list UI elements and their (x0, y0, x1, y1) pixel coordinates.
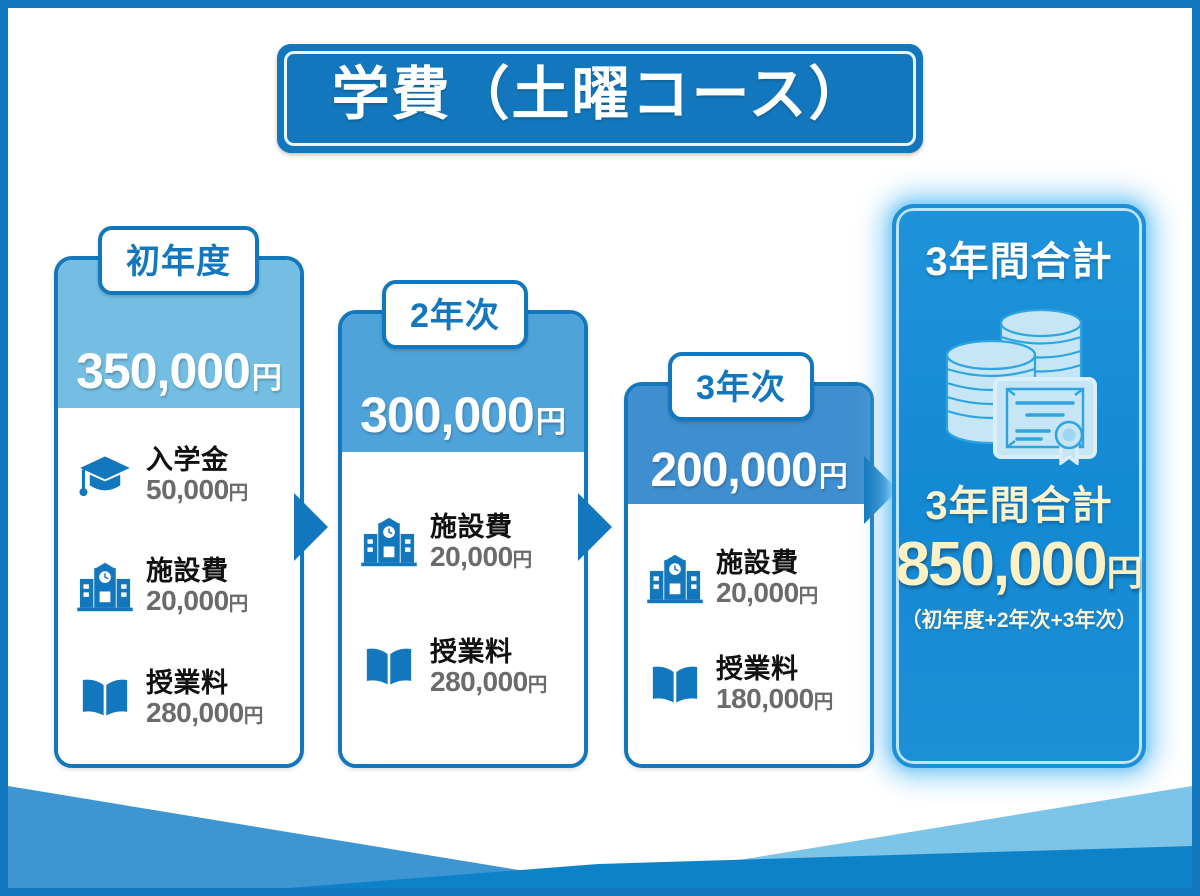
open-book-icon (76, 672, 134, 724)
fee-text: 施設費 20,000円 (430, 511, 532, 572)
card-year2-amount: 300,000 円 (360, 387, 566, 443)
total-amount: 850,000 円 (895, 530, 1143, 599)
title-inner-border: 学費（土曜コース） (284, 51, 916, 146)
fee-text: 施設費 20,000円 (716, 549, 818, 608)
arrow-year2-to-year3 (578, 493, 612, 561)
fee-text: 授業料 280,000円 (146, 667, 263, 728)
card-total-inner: 3年間合計 (896, 208, 1142, 764)
fee-text: 施設費 20,000円 (146, 557, 248, 616)
arrow-year1-to-year2 (294, 493, 328, 561)
cards-row: 初年度 350,000 円 (8, 8, 1192, 888)
total-note: （初年度+2年次+3年次） (900, 609, 1138, 632)
fee-text: 授業料 180,000円 (716, 655, 833, 714)
fee-row: 授業料 280,000円 (352, 634, 574, 701)
fee-amount: 280,000円 (430, 665, 547, 697)
graduation-cap-icon (76, 450, 134, 502)
fee-row: 授業料 180,000円 (638, 651, 860, 718)
open-book-icon (360, 641, 418, 693)
card-year1-body: 入学金 50,000円 (58, 408, 300, 764)
school-building-icon (360, 516, 418, 568)
card-badge-year3: 3年次 (668, 352, 814, 421)
card-year3: 200,000 円 (624, 382, 874, 768)
fee-amount: 20,000円 (146, 585, 248, 617)
fee-label: 授業料 (146, 667, 229, 698)
fee-label: 施設費 (716, 548, 799, 579)
card-badge-year1: 初年度 (98, 226, 259, 295)
title-box: 学費（土曜コース） (277, 44, 923, 153)
card-total: 3年間合計 (892, 204, 1146, 768)
total-heading: 3年間合計 (925, 240, 1113, 284)
school-building-icon (76, 561, 134, 613)
card-year2: 300,000 円 (338, 310, 588, 768)
card-year3-amount: 200,000 円 (650, 444, 848, 497)
open-book-icon (646, 659, 704, 711)
card-year1: 350,000 円 入学金 50,000円 (54, 256, 304, 768)
page-title: 学費（土曜コース） (331, 62, 869, 127)
fee-amount: 180,000円 (716, 683, 833, 715)
fee-label: 授業料 (430, 636, 513, 667)
card-year3-body: 施設費 20,000円 授業料 180,000円 (628, 504, 870, 764)
fee-label: 授業料 (716, 654, 799, 685)
card-badge-year2: 2年次 (382, 280, 528, 349)
school-building-icon (646, 553, 704, 605)
fee-label: 施設費 (146, 556, 229, 587)
fee-row: 施設費 20,000円 (352, 509, 574, 576)
fee-amount: 20,000円 (716, 577, 818, 609)
fee-row: 施設費 20,000円 (68, 553, 290, 620)
fee-amount: 50,000円 (146, 474, 248, 506)
title-area: 学費（土曜コース） (8, 44, 1192, 153)
fee-amount: 20,000円 (430, 540, 532, 572)
coins-certificate-icon (929, 297, 1109, 465)
fee-row: 入学金 50,000円 (68, 442, 290, 509)
fee-text: 授業料 280,000円 (430, 636, 547, 697)
fee-row: 施設費 20,000円 (638, 545, 860, 612)
fee-label: 入学金 (146, 444, 229, 475)
fee-amount: 280,000円 (146, 696, 263, 728)
card-year1-amount: 350,000 円 (76, 343, 282, 399)
total-subheading: 3年間合計 (925, 484, 1113, 528)
card-year2-body: 施設費 20,000円 授業料 280,000円 (342, 452, 584, 764)
fee-label: 施設費 (430, 511, 513, 542)
fee-row: 授業料 280,000円 (68, 665, 290, 732)
fee-text: 入学金 50,000円 (146, 444, 248, 506)
